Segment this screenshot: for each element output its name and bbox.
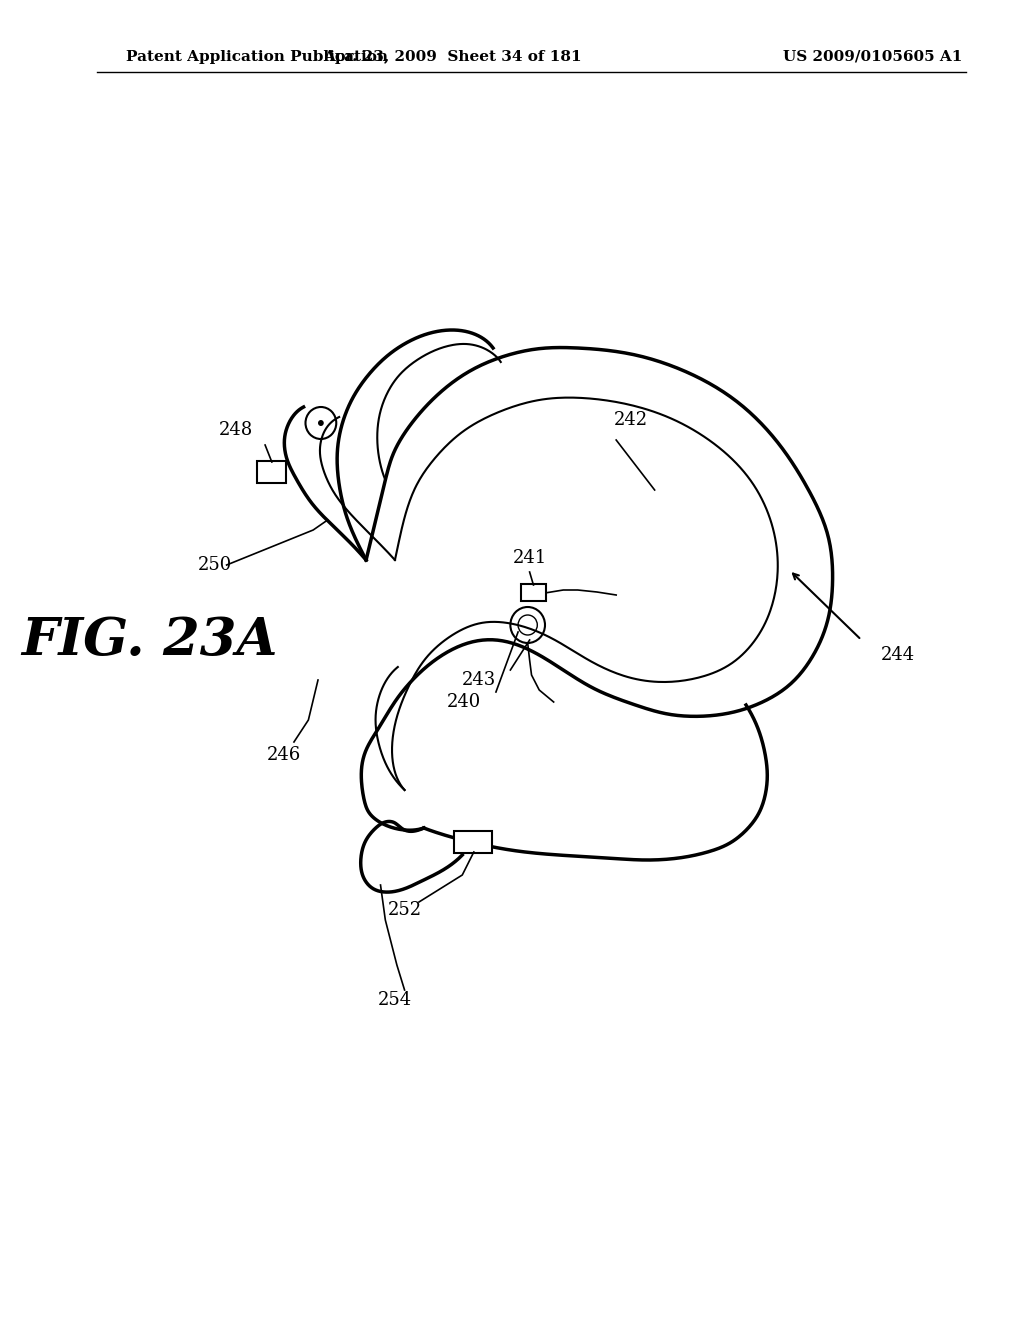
Text: 248: 248 [219, 421, 253, 440]
Text: Patent Application Publication: Patent Application Publication [126, 50, 388, 63]
FancyBboxPatch shape [521, 583, 546, 601]
Text: 246: 246 [267, 746, 301, 764]
Circle shape [318, 420, 324, 426]
Text: Apr. 23, 2009  Sheet 34 of 181: Apr. 23, 2009 Sheet 34 of 181 [324, 50, 582, 63]
Text: FIG. 23A: FIG. 23A [22, 615, 278, 665]
Text: US 2009/0105605 A1: US 2009/0105605 A1 [783, 50, 963, 63]
FancyBboxPatch shape [454, 832, 493, 853]
Text: 240: 240 [447, 693, 481, 711]
Text: 250: 250 [198, 556, 232, 574]
Text: 244: 244 [881, 645, 914, 664]
Text: 241: 241 [512, 549, 547, 568]
FancyBboxPatch shape [257, 461, 287, 483]
Text: 254: 254 [378, 991, 412, 1008]
Text: 242: 242 [613, 411, 647, 429]
Text: 243: 243 [462, 671, 496, 689]
Text: 252: 252 [387, 902, 422, 919]
